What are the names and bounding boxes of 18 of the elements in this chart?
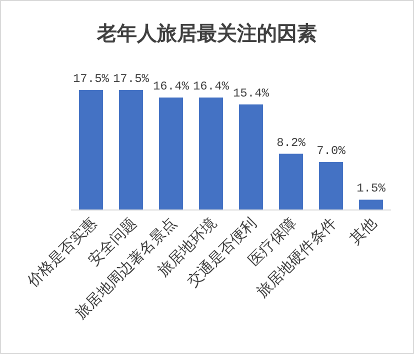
- bar: [159, 98, 183, 210]
- bar: [79, 90, 103, 210]
- bar: [359, 200, 383, 210]
- bar: [319, 162, 343, 210]
- data-label: 15.4%: [232, 86, 270, 100]
- bar: [119, 90, 143, 210]
- data-label: 17.5%: [72, 72, 110, 86]
- chart-title: 老年人旅居最关注的因素: [96, 21, 317, 45]
- data-label: 1.5%: [356, 182, 386, 196]
- x-tick-label: 其他: [346, 214, 380, 248]
- data-label: 7.0%: [316, 144, 346, 158]
- data-label: 16.4%: [192, 80, 230, 94]
- bar: [199, 98, 223, 210]
- data-label: 16.4%: [152, 80, 190, 94]
- bar: [279, 154, 303, 210]
- data-label: 17.5%: [112, 72, 150, 86]
- data-label: 8.2%: [276, 136, 306, 150]
- bar: [239, 104, 263, 210]
